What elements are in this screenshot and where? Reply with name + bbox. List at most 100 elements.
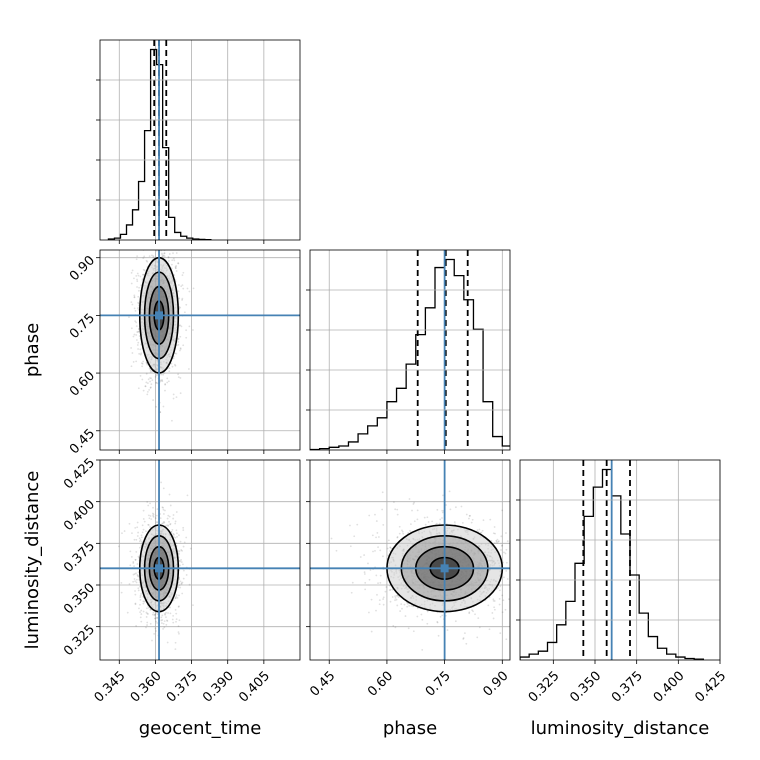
sample-point — [181, 592, 184, 595]
sample-point — [135, 321, 138, 324]
sample-point — [186, 494, 189, 497]
sample-point — [497, 540, 500, 543]
sample-point — [171, 529, 174, 531]
sample-point — [512, 599, 514, 601]
sample-point — [368, 514, 371, 517]
sample-point — [137, 301, 139, 304]
sample-point — [382, 523, 385, 526]
sample-point — [152, 255, 155, 258]
sample-point — [161, 522, 164, 525]
sample-point — [177, 376, 180, 379]
sample-point — [179, 540, 182, 543]
sample-point — [182, 344, 185, 347]
sample-point — [160, 619, 163, 622]
sample-point — [471, 518, 474, 521]
sample-point — [170, 263, 173, 266]
sample-point — [167, 525, 169, 527]
sample-point — [412, 630, 415, 633]
sample-point — [186, 287, 189, 290]
sample-point — [406, 605, 409, 608]
sample-point — [139, 348, 142, 351]
sample-point — [143, 269, 146, 272]
sample-point — [173, 259, 176, 262]
sample-point — [363, 554, 366, 556]
sample-point — [468, 515, 471, 517]
sample-point — [137, 289, 140, 292]
sample-point — [389, 546, 392, 549]
sample-point — [468, 517, 470, 520]
sample-point — [139, 275, 142, 278]
sample-point — [174, 364, 177, 367]
sample-point — [137, 307, 139, 310]
sample-point — [493, 542, 496, 544]
sample-point — [156, 622, 158, 624]
sample-point — [463, 632, 466, 635]
sample-point — [153, 617, 156, 620]
sample-point — [379, 549, 382, 552]
sample-point — [442, 625, 444, 628]
sample-point — [133, 307, 136, 310]
sample-point — [174, 266, 177, 269]
sample-point — [145, 259, 148, 262]
sample-point — [363, 573, 366, 575]
sample-point — [135, 258, 138, 261]
sample-point — [137, 341, 140, 344]
sample-point — [179, 349, 181, 352]
sample-point — [175, 620, 177, 623]
sample-point — [132, 361, 135, 363]
sample-point — [492, 598, 495, 601]
sample-point — [505, 532, 507, 534]
sample-point — [140, 609, 143, 612]
sample-point — [161, 252, 163, 255]
sample-point — [407, 531, 410, 534]
sample-point — [177, 337, 180, 340]
sample-point — [150, 243, 152, 245]
sample-point — [150, 383, 153, 386]
sample-point — [151, 512, 154, 515]
sample-point — [462, 637, 465, 639]
sample-point — [148, 367, 151, 370]
sample-point — [162, 255, 164, 257]
sample-point — [174, 352, 176, 355]
sample-point — [375, 609, 377, 612]
x-tick-label: 0.405 — [236, 669, 273, 706]
sample-point — [134, 603, 137, 606]
sample-point — [510, 593, 512, 595]
sample-point — [172, 241, 174, 243]
sample-point — [161, 253, 164, 256]
sample-point — [153, 614, 156, 617]
panel-content — [107, 40, 212, 240]
sample-point — [503, 576, 505, 579]
panel-luminosity_distance-vs-geocent_time: 0.345 0.360 0.375 0.390 0.405geocent_time0.3… — [22, 455, 301, 739]
sample-point — [147, 613, 149, 615]
sample-point — [149, 371, 152, 374]
sample-point — [162, 506, 164, 509]
sample-point — [465, 513, 468, 516]
sample-point — [172, 599, 175, 602]
sample-point — [167, 260, 170, 262]
sample-point — [137, 555, 140, 558]
sample-point — [182, 569, 185, 572]
sample-point — [175, 270, 178, 272]
sample-point — [169, 523, 171, 526]
sample-point — [359, 556, 362, 558]
sample-point — [501, 545, 503, 547]
sample-point — [145, 361, 148, 364]
sample-point — [335, 549, 338, 552]
sample-point — [152, 513, 155, 516]
sample-point — [465, 642, 468, 645]
sample-point — [181, 284, 184, 287]
sample-point — [454, 506, 457, 509]
sample-point — [172, 393, 175, 396]
sample-point — [189, 547, 192, 550]
sample-point — [138, 607, 140, 610]
sample-point — [501, 611, 504, 614]
sample-point — [177, 262, 180, 265]
sample-point — [146, 390, 149, 393]
sample-point — [152, 399, 155, 401]
sample-point — [162, 622, 165, 625]
sample-point — [382, 598, 385, 600]
sample-point — [516, 578, 518, 580]
sample-point — [149, 608, 152, 611]
sample-point — [177, 582, 180, 584]
